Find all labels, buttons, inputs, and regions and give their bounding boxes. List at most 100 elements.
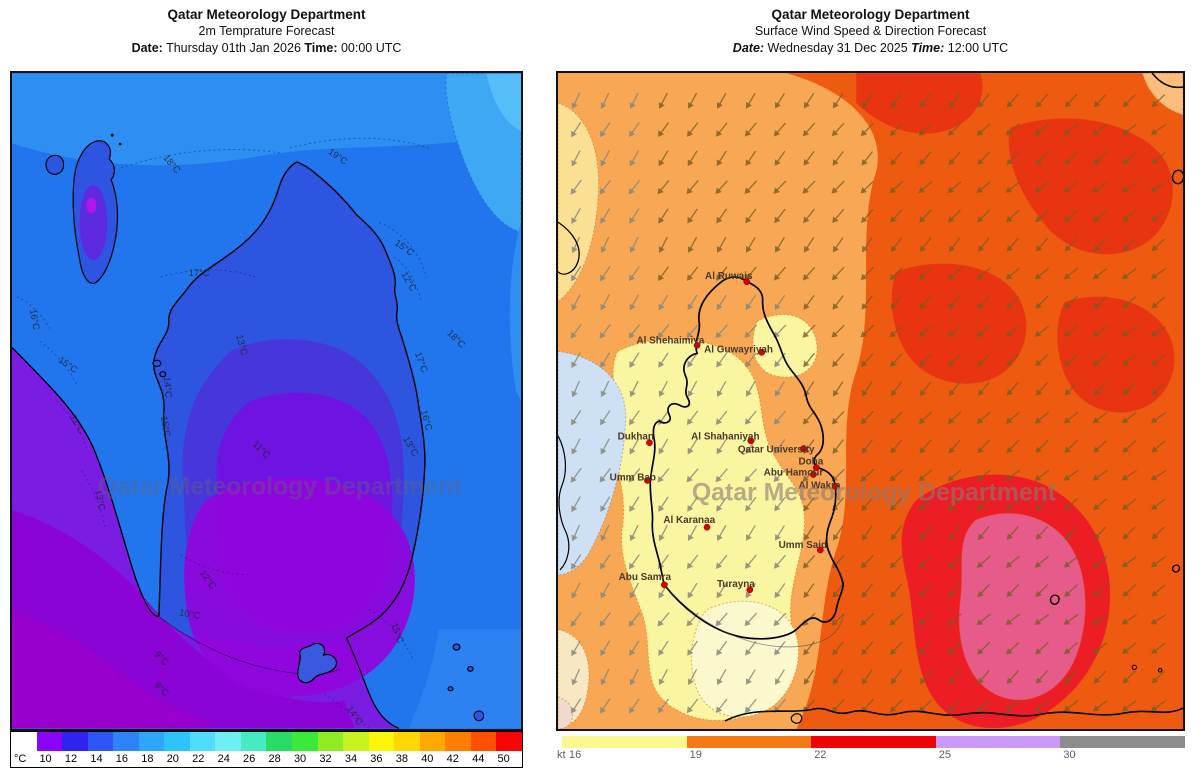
wind-arrow-icon [1121,326,1137,337]
wind-arrow-icon [716,294,727,311]
city-dot [646,439,653,447]
wind-arrow-icon [890,525,902,541]
wind-arrow-icon [744,324,758,339]
wind-arrow-icon [600,668,610,686]
wind-arrow-icon [860,613,875,626]
wind-arrow-icon [802,122,816,137]
wind-arrow-icon [600,294,610,311]
wind-arrow-icon [803,525,815,541]
wind-arrow-icon [1005,325,1021,337]
colorbar-cell [317,732,344,751]
wind-arrow-icon [1122,440,1137,453]
wind-arrow-icon [1006,670,1019,685]
contour-label: 17°C [189,267,210,278]
wind-arrow-icon [861,669,873,685]
wind-arrow-icon [600,352,611,368]
wind-arrow-icon [715,180,728,195]
wind-arrow-icon [948,641,962,655]
wind-arrow-icon [1093,353,1108,367]
wind-arrow-icon [745,496,757,512]
wind-arrow-icon [1122,152,1137,165]
wind-arrow-icon [861,237,873,253]
wind-arrow-icon [860,122,874,137]
city-label: Al Shahaniyah [691,432,759,443]
city-label: Umm Bab [610,472,656,483]
wind-arrow-icon [628,612,641,627]
left-time-label: Time: [304,41,338,55]
wind-arrow-icon [1122,382,1136,396]
wind-arrow-icon [1122,526,1136,540]
wind-arrow-icon [831,324,845,338]
right-date-value: Wednesday 31 Dec 2025 [764,41,912,55]
wind-arrow-icon [1064,93,1078,108]
temperature-map: 18°C 19°C 15°C 12°C 17°C 16°C 15°C 11°C 13°C 13°C… [10,71,523,731]
wind-arrow-icon [1092,181,1108,193]
wind-arrow-icon [889,267,903,281]
colorbar-cell [470,732,497,751]
wind-arrow-icon [1005,699,1020,712]
city-label: Turayna [717,579,755,590]
wind-arrow-icon [832,669,844,685]
wind-arrow-icon [802,324,816,338]
wind-arrow-icon [658,496,669,512]
wind-arrow-icon [947,613,962,626]
wind-arrow-icon [861,295,874,310]
wind-arrow-icon [890,93,902,109]
wind-arrow-icon [744,554,757,569]
small-islands [152,359,485,722]
city-label: Abu Hamour [764,468,824,479]
city-label: Dukhan [618,432,654,443]
wind-arrow-icon [746,92,756,109]
wind-arrow-icon [1035,526,1049,540]
wind-arrow-icon [1093,209,1108,222]
wind-arrow-icon [687,352,698,368]
wind-arrow-icon [1092,614,1108,625]
wind-arrow-icon [947,325,962,338]
wind-arrow-icon [1151,210,1166,222]
wind-arrow-icon [600,496,611,512]
right-watermark: Qatar Meteorology Department [692,479,1056,506]
wind-arrow-icon [919,381,932,397]
bahrain-island [45,133,122,284]
wind-arrow-icon [948,209,962,223]
wind-arrow-icon [977,381,990,396]
colorbar-cell [811,736,936,748]
wind-arrow-icon [716,582,727,599]
left-date-label: Date: [131,41,163,55]
wind-arrow-icon [890,151,903,166]
wind-arrow-icon [1063,469,1079,481]
wind-arrow-icon [571,294,581,311]
colorbar-cell [394,732,420,751]
wind-arrow-icon [1063,123,1079,136]
city-dot [746,586,754,594]
wind-arrow-icon [976,123,991,136]
wind-arrow-icon [629,208,640,224]
left-watermark: Qatar Meteorology Department [98,473,462,500]
colorbar-tick: 50 [497,753,510,765]
wind-arrow-icon [1150,412,1166,424]
city-dot [644,477,651,484]
wind-arrow-icon [571,438,581,455]
wind-arrow-icon [744,122,757,137]
city-dot [693,342,701,349]
wind-arrow-icon [773,554,787,569]
wind-arrow-icon [1006,583,1020,598]
wind-arrow-icon [918,181,933,194]
wind-arrow-icon [1151,296,1166,309]
wind-arrow-icon [919,525,932,541]
wind-arrow-icon [861,353,874,368]
city-label: Al Wakra [798,480,841,491]
wind-arrow-icon [919,641,932,655]
wind-arrow-icon [1092,469,1108,481]
colorbar-tick: 16 [115,753,129,765]
wind-arrow-icon [599,698,611,714]
wind-arrow-icon [1063,699,1079,712]
wind-arrow-icon [889,555,903,569]
wind-arrow-icon [629,380,639,398]
wind-arrow-icon [860,555,874,569]
wind-arrow-icon [1122,296,1137,309]
wind-arrow-icon [571,265,582,282]
wind-arrow-icon [1151,584,1166,597]
wind-arrow-icon [803,237,815,253]
colorbar-tick: 40 [421,753,434,765]
